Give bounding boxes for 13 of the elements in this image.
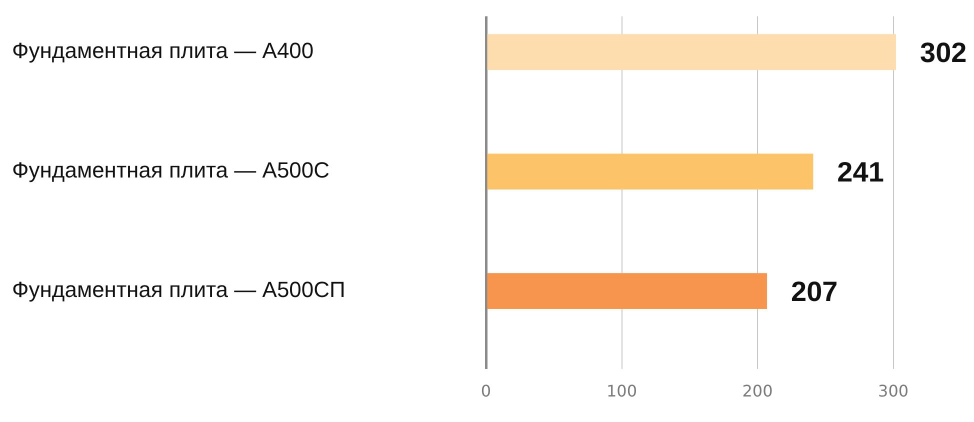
data-label: 302 bbox=[920, 36, 967, 68]
bar bbox=[487, 154, 814, 190]
x-tick-label: 200 bbox=[742, 382, 773, 401]
y-tick-label: Фундаментная плита — А500С bbox=[12, 158, 330, 183]
y-tick-label: Фундаментная плита — А400 bbox=[12, 38, 314, 64]
data-label: 207 bbox=[791, 276, 838, 307]
data-label: 241 bbox=[837, 156, 884, 188]
x-tick-label: 100 bbox=[606, 382, 638, 401]
bar bbox=[487, 273, 768, 310]
x-tick-label: 300 bbox=[878, 382, 909, 401]
bar bbox=[487, 34, 896, 70]
x-tick-label: 0 bbox=[480, 382, 492, 401]
y-tick-label: Фундаментная плита — А500СП bbox=[12, 277, 346, 302]
